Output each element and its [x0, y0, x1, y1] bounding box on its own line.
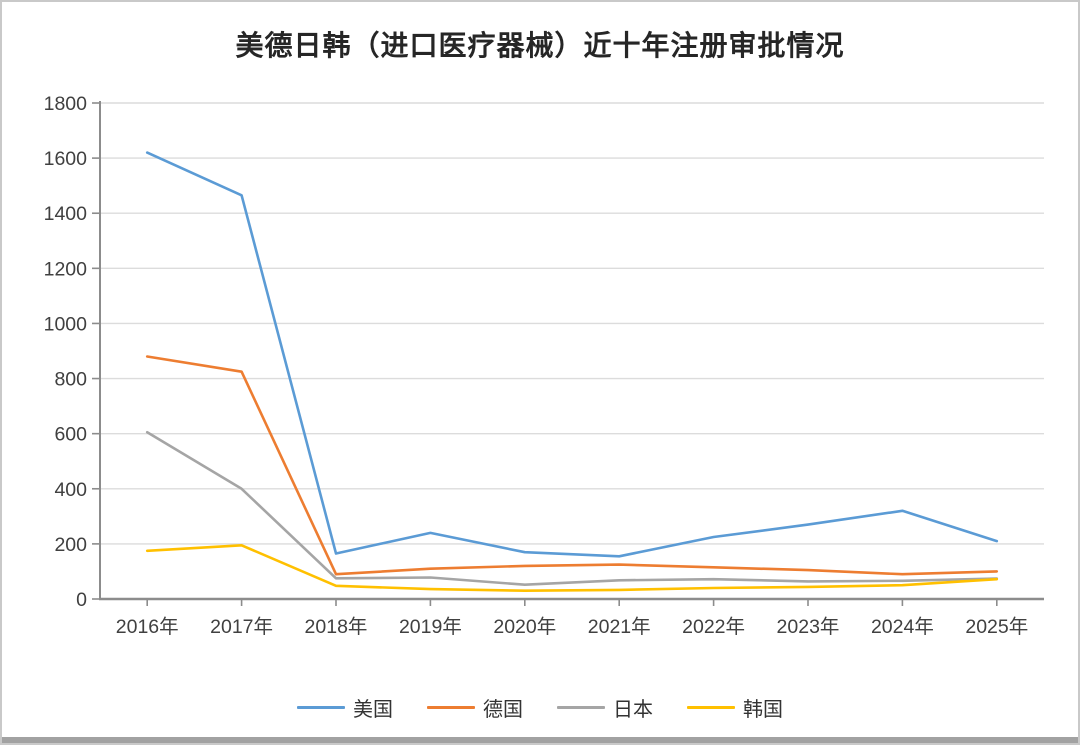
- legend-label: 韩国: [743, 699, 783, 721]
- y-tick-label: 400: [54, 479, 87, 501]
- legend-line-swatch: [557, 706, 605, 709]
- y-tick-label: 1800: [44, 93, 88, 115]
- x-tick-label: 2017年: [210, 616, 273, 638]
- y-tick-label: 800: [54, 369, 87, 391]
- x-tick-label: 2018年: [305, 616, 368, 638]
- legend-item-3: 韩国: [687, 693, 783, 722]
- window-bottom-edge: [2, 737, 1078, 743]
- legend-item-0: 美国: [297, 693, 393, 722]
- legend-label: 日本: [613, 699, 653, 721]
- chart-legend: 美国 德国 日本 韩国: [2, 693, 1078, 722]
- x-tick-label: 2016年: [116, 616, 179, 638]
- legend-line-swatch: [687, 706, 735, 709]
- y-tick-label: 1400: [44, 203, 88, 225]
- x-tick-label: 2023年: [777, 616, 840, 638]
- legend-label: 美国: [353, 699, 393, 721]
- x-tick-label: 2020年: [493, 616, 556, 638]
- x-tick-label: 2022年: [682, 616, 745, 638]
- legend-label: 德国: [483, 699, 523, 721]
- legend-line-swatch: [427, 706, 475, 709]
- legend-line-swatch: [297, 706, 345, 709]
- y-tick-label: 1000: [44, 313, 88, 335]
- y-tick-label: 600: [54, 424, 87, 446]
- y-tick-label: 1200: [44, 258, 88, 280]
- x-tick-label: 2021年: [588, 616, 651, 638]
- chart-title: 美德日韩（进口医疗器械）近十年注册审批情况: [235, 30, 845, 61]
- line-chart: 0 200 400 600 800 1000 1200 1400 1600 1800 2016年 20…: [44, 93, 1044, 638]
- legend-item-2: 日本: [557, 693, 653, 722]
- y-tick-label: 1600: [44, 148, 88, 170]
- x-tick-label: 2025年: [965, 616, 1028, 638]
- y-tick-label: 0: [76, 589, 87, 611]
- series-line-3: [145, 543, 999, 593]
- legend-item-1: 德国: [427, 693, 523, 722]
- y-tick-label: 200: [54, 534, 87, 556]
- x-tick-label: 2024年: [871, 616, 934, 638]
- x-tick-label: 2019年: [399, 616, 462, 638]
- series-line-1: [145, 355, 999, 576]
- series-line-2: [145, 430, 999, 587]
- series-line-0: [145, 151, 999, 558]
